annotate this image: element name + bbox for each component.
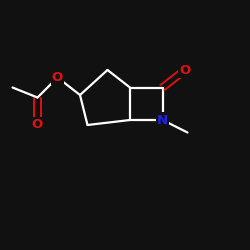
Text: O: O	[32, 118, 43, 132]
Text: N: N	[157, 114, 168, 126]
Text: O: O	[52, 71, 63, 84]
Text: O: O	[180, 64, 191, 76]
